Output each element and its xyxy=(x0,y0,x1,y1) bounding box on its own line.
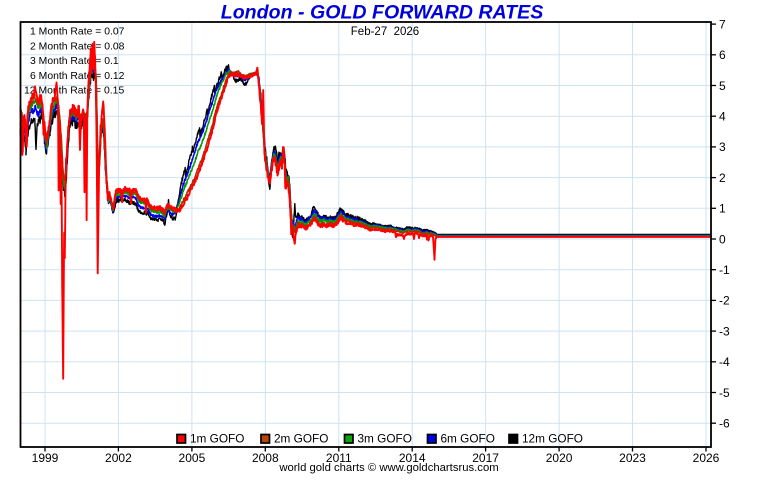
svg-text:1m GOFO: 1m GOFO xyxy=(190,432,244,446)
svg-text:0: 0 xyxy=(719,232,726,246)
svg-text:3m GOFO: 3m GOFO xyxy=(358,432,412,446)
svg-text:-1: -1 xyxy=(719,263,730,277)
svg-text:2020: 2020 xyxy=(546,451,573,465)
svg-text:-2: -2 xyxy=(719,294,730,308)
svg-text:2017: 2017 xyxy=(472,451,499,465)
svg-text:1 Month Rate = 0.07: 1 Month Rate = 0.07 xyxy=(30,27,125,38)
svg-text:2002: 2002 xyxy=(105,451,132,465)
svg-text:1: 1 xyxy=(719,202,726,216)
svg-text:12m GOFO: 12m GOFO xyxy=(522,432,583,446)
svg-text:2: 2 xyxy=(719,171,726,185)
svg-text:Feb-27 2026: Feb-27 2026 xyxy=(351,26,419,38)
svg-text:3 Month Rate = 0.1: 3 Month Rate = 0.1 xyxy=(30,56,119,67)
svg-text:2011: 2011 xyxy=(326,451,352,465)
svg-text:2m GOFO: 2m GOFO xyxy=(274,432,328,446)
svg-text:2008: 2008 xyxy=(252,451,279,465)
svg-text:-5: -5 xyxy=(719,386,730,400)
svg-text:-4: -4 xyxy=(719,355,730,369)
svg-text:5: 5 xyxy=(719,79,726,93)
svg-text:6 Month Rate = 0.12: 6 Month Rate = 0.12 xyxy=(30,71,125,82)
svg-text:4: 4 xyxy=(719,110,726,124)
svg-text:7: 7 xyxy=(719,17,726,31)
svg-text:2023: 2023 xyxy=(619,451,646,465)
svg-text:6: 6 xyxy=(719,48,726,62)
svg-text:2026: 2026 xyxy=(693,451,720,465)
svg-text:12 Month Rate = 0.15: 12 Month Rate = 0.15 xyxy=(24,86,124,97)
svg-text:2014: 2014 xyxy=(399,451,426,465)
svg-text:London - GOLD FORWARD RATES: London - GOLD FORWARD RATES xyxy=(221,2,544,24)
svg-text:1999: 1999 xyxy=(32,451,59,465)
svg-text:-3: -3 xyxy=(719,324,730,338)
svg-text:3: 3 xyxy=(719,140,726,154)
svg-text:2 Month Rate = 0.08: 2 Month Rate = 0.08 xyxy=(30,41,125,52)
svg-text:-6: -6 xyxy=(719,417,730,431)
svg-text:2005: 2005 xyxy=(179,451,206,465)
svg-text:6m GOFO: 6m GOFO xyxy=(441,432,495,446)
svg-text:world gold charts © www.goldch: world gold charts © www.goldchartsrus.co… xyxy=(278,462,498,474)
